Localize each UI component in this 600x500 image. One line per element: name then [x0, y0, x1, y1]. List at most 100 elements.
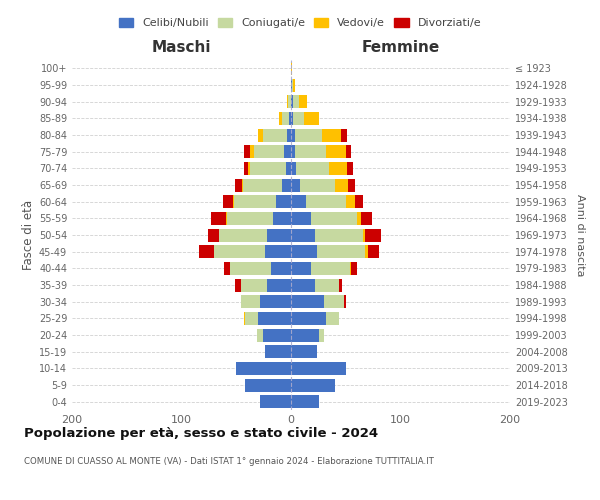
Bar: [291, 62, 292, 75]
Bar: [279, 112, 282, 125]
Text: COMUNE DI CUASSO AL MONTE (VA) - Dati ISTAT 1° gennaio 2024 - Elaborazione TUTTI: COMUNE DI CUASSO AL MONTE (VA) - Dati IS…: [24, 458, 434, 466]
Bar: [235, 278, 241, 291]
Bar: [291, 395, 319, 408]
Bar: [299, 95, 307, 108]
Bar: [284, 145, 291, 158]
Bar: [296, 162, 329, 175]
Bar: [346, 145, 351, 158]
Bar: [245, 312, 258, 325]
Y-axis label: Fasce di età: Fasce di età: [22, 200, 35, 270]
Bar: [363, 228, 365, 241]
Bar: [242, 178, 243, 192]
Bar: [326, 312, 339, 325]
Bar: [234, 195, 275, 208]
Bar: [315, 228, 363, 241]
Bar: [304, 112, 319, 125]
Bar: [291, 178, 300, 192]
Bar: [291, 278, 315, 291]
Bar: [347, 162, 353, 175]
Bar: [287, 128, 291, 141]
Bar: [291, 362, 346, 375]
Bar: [311, 212, 356, 225]
Bar: [244, 145, 250, 158]
Bar: [344, 295, 346, 308]
Bar: [335, 178, 348, 192]
Bar: [227, 212, 274, 225]
Bar: [263, 128, 287, 141]
Bar: [265, 345, 291, 358]
Bar: [219, 228, 267, 241]
Bar: [311, 262, 350, 275]
Bar: [244, 312, 245, 325]
Bar: [289, 112, 291, 125]
Bar: [208, 228, 219, 241]
Bar: [267, 228, 291, 241]
Bar: [291, 262, 311, 275]
Bar: [317, 245, 365, 258]
Bar: [339, 278, 343, 291]
Bar: [235, 178, 242, 192]
Bar: [254, 145, 284, 158]
Bar: [250, 162, 286, 175]
Bar: [250, 145, 254, 158]
Bar: [291, 128, 295, 141]
Bar: [288, 95, 291, 108]
Bar: [248, 162, 250, 175]
Text: Femmine: Femmine: [361, 40, 440, 55]
Bar: [368, 245, 379, 258]
Bar: [245, 378, 291, 392]
Bar: [274, 212, 291, 225]
Bar: [244, 162, 248, 175]
Bar: [230, 262, 271, 275]
Text: Maschi: Maschi: [152, 40, 211, 55]
Bar: [361, 212, 372, 225]
Bar: [291, 162, 296, 175]
Bar: [275, 195, 291, 208]
Bar: [271, 262, 291, 275]
Bar: [295, 128, 322, 141]
Bar: [365, 245, 368, 258]
Bar: [315, 278, 339, 291]
Bar: [346, 195, 355, 208]
Bar: [319, 328, 324, 342]
Bar: [291, 328, 319, 342]
Bar: [291, 145, 295, 158]
Bar: [258, 128, 263, 141]
Y-axis label: Anni di nascita: Anni di nascita: [575, 194, 584, 276]
Bar: [291, 112, 293, 125]
Bar: [233, 195, 234, 208]
Bar: [291, 78, 292, 92]
Bar: [341, 128, 347, 141]
Bar: [300, 178, 335, 192]
Bar: [291, 295, 324, 308]
Bar: [326, 145, 346, 158]
Bar: [211, 212, 226, 225]
Bar: [241, 295, 260, 308]
Bar: [267, 278, 291, 291]
Bar: [291, 95, 293, 108]
Bar: [322, 128, 341, 141]
Bar: [293, 95, 299, 108]
Bar: [291, 378, 335, 392]
Legend: Celibi/Nubili, Coniugati/e, Vedovi/e, Divorziati/e: Celibi/Nubili, Coniugati/e, Vedovi/e, Di…: [115, 13, 485, 32]
Bar: [293, 112, 304, 125]
Bar: [282, 178, 291, 192]
Bar: [291, 195, 307, 208]
Bar: [293, 78, 295, 92]
Bar: [292, 78, 293, 92]
Bar: [351, 262, 357, 275]
Bar: [307, 195, 346, 208]
Bar: [324, 295, 344, 308]
Bar: [350, 262, 351, 275]
Bar: [265, 245, 291, 258]
Bar: [291, 245, 317, 258]
Bar: [257, 328, 263, 342]
Bar: [329, 162, 347, 175]
Bar: [258, 312, 291, 325]
Bar: [236, 362, 291, 375]
Bar: [260, 295, 291, 308]
Bar: [260, 395, 291, 408]
Bar: [226, 212, 227, 225]
Bar: [241, 278, 267, 291]
Bar: [243, 178, 282, 192]
